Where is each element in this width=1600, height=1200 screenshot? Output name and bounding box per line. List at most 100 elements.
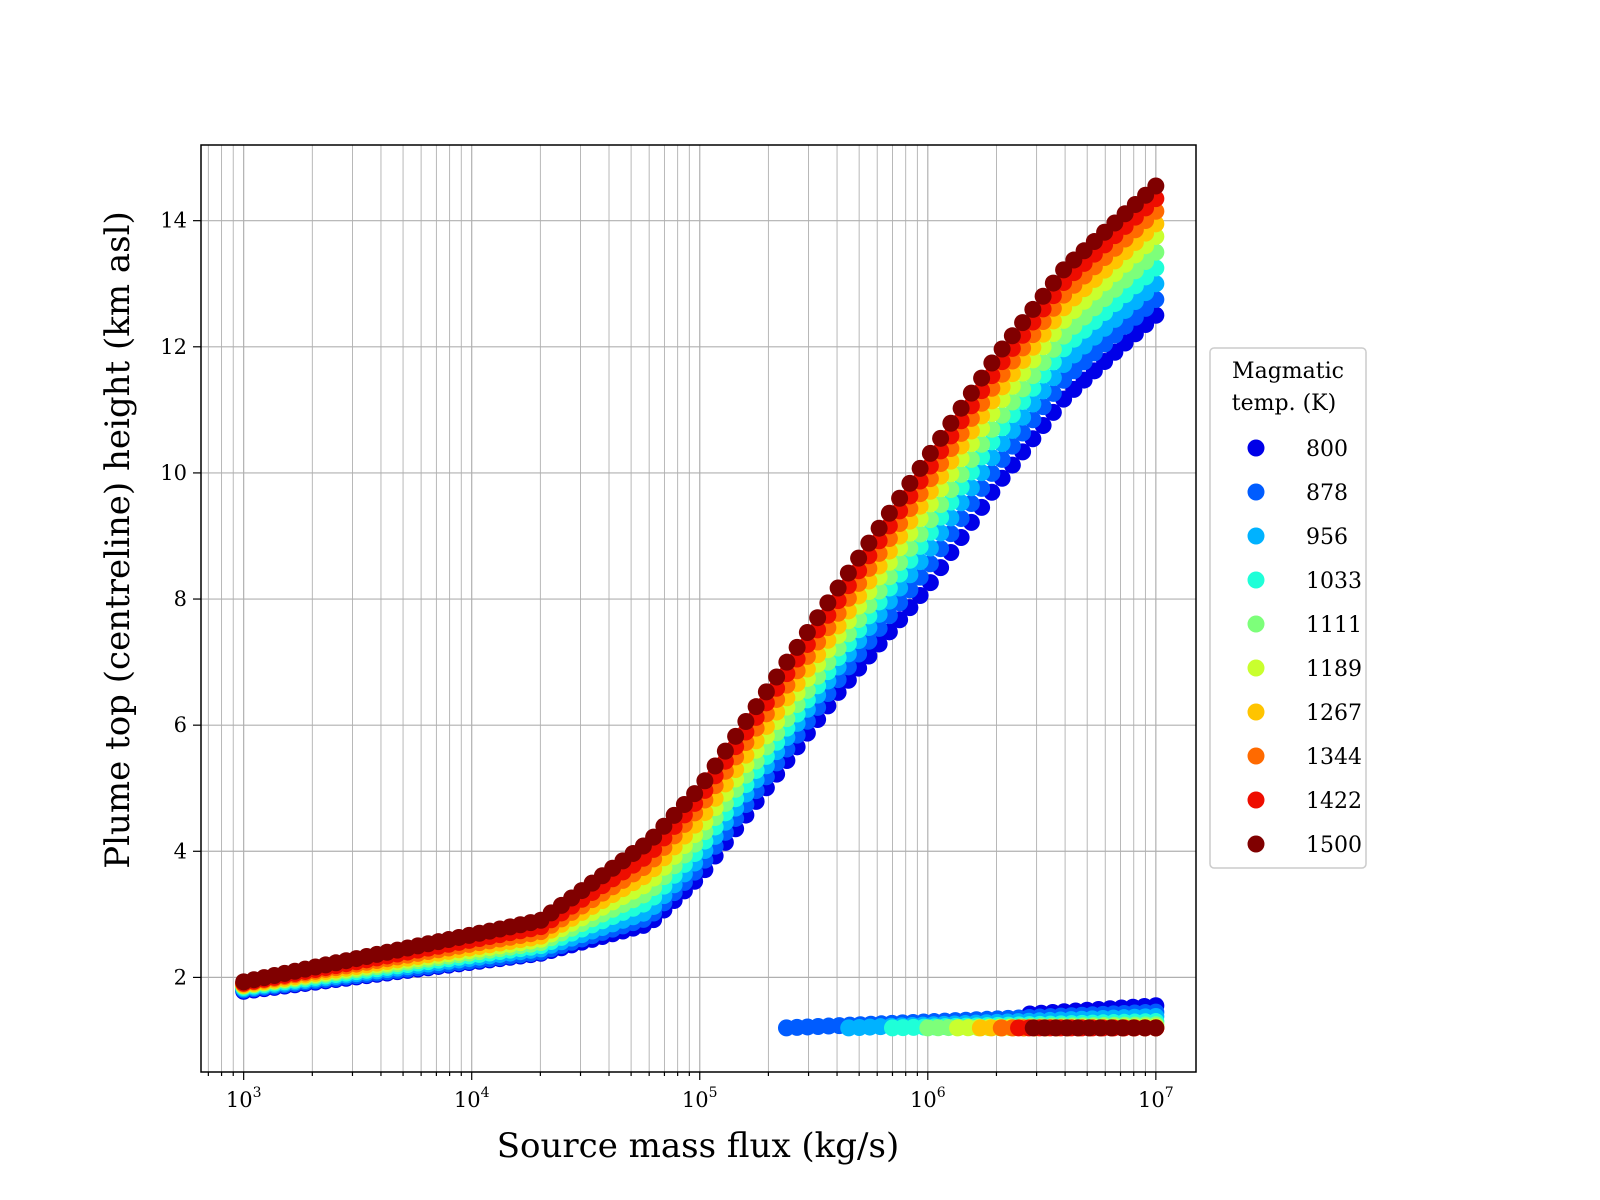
data-point-lower-branch	[1147, 1019, 1165, 1037]
legend-entry-1267: 1267	[1247, 701, 1362, 726]
data-point	[675, 796, 693, 814]
legend-marker	[1247, 615, 1265, 633]
legend-marker	[1247, 483, 1265, 501]
data-point	[1034, 287, 1052, 305]
data-point	[696, 772, 714, 790]
legend-label: 878	[1306, 481, 1348, 506]
x-tick-base: 10	[1138, 1088, 1165, 1112]
data-point	[1147, 177, 1165, 195]
legend-entry-800: 800	[1247, 437, 1348, 462]
legend-entry-1111: 1111	[1247, 613, 1362, 638]
plot-frame	[200, 144, 1197, 1073]
y-tick-label: 6	[174, 713, 187, 737]
data-point	[768, 668, 786, 686]
y-axis-title: Plume top (centreline) height (km asl)	[98, 211, 138, 869]
x-tick-exponent: 7	[1165, 1085, 1174, 1101]
data-point	[911, 459, 929, 477]
legend-entry-1422: 1422	[1247, 789, 1362, 814]
legend-label: 1500	[1306, 833, 1362, 858]
legend-marker	[1247, 527, 1265, 545]
x-tick-label: 104	[454, 1085, 490, 1112]
data-point	[942, 414, 960, 432]
x-tick-label: 106	[910, 1085, 946, 1112]
x-axis-title: Source mass flux (kg/s)	[497, 1126, 899, 1166]
data-point	[829, 579, 847, 597]
data-point	[850, 549, 868, 567]
legend-marker	[1247, 791, 1265, 809]
data-point	[932, 429, 950, 447]
x-tick-base: 10	[226, 1088, 253, 1112]
scatter-points	[235, 177, 1165, 1037]
data-point	[1024, 300, 1042, 318]
legend-label: 1033	[1306, 569, 1362, 594]
data-point	[993, 340, 1011, 358]
data-point	[880, 504, 898, 522]
data-point	[716, 742, 734, 760]
legend-label: 800	[1306, 437, 1348, 462]
data-point	[727, 727, 745, 745]
data-point	[901, 474, 919, 492]
legend-marker	[1247, 571, 1265, 589]
data-point	[973, 369, 991, 387]
y-tick-label: 8	[174, 587, 187, 611]
data-point	[798, 624, 816, 642]
data-point	[747, 698, 765, 716]
legend-marker	[1247, 835, 1265, 853]
legend-entry-1344: 1344	[1247, 745, 1362, 770]
legend-entry-956: 956	[1247, 525, 1348, 550]
legend-entries: 800 878 956 1033 1111 1189 1267 1344 1422 1500	[1247, 437, 1362, 858]
legend-label: 1189	[1306, 657, 1362, 682]
data-point	[686, 785, 704, 803]
grid	[201, 145, 1196, 1072]
x-tick-exponent: 3	[253, 1085, 262, 1101]
legend-label: 956	[1306, 525, 1348, 550]
data-point	[706, 757, 724, 775]
legend-marker	[1247, 703, 1265, 721]
data-point	[962, 384, 980, 402]
data-point	[1003, 327, 1021, 345]
legend-label: 1267	[1306, 701, 1362, 726]
data-point	[809, 609, 827, 627]
x-tick-exponent: 6	[937, 1085, 946, 1101]
legend-title-line-2: temp. (K)	[1232, 391, 1336, 416]
legend-marker	[1247, 659, 1265, 677]
data-point	[870, 519, 888, 537]
legend-title-line-1: Magmatic	[1232, 359, 1344, 384]
x-tick-label: 105	[682, 1085, 718, 1112]
data-point	[921, 444, 939, 462]
x-tick-base: 10	[682, 1088, 709, 1112]
y-tick-label: 2	[174, 965, 187, 989]
legend-entry-1033: 1033	[1247, 569, 1362, 594]
x-tick-label: 103	[226, 1085, 262, 1112]
legend: Magmatic temp. (K) 800 878 956 1033 1111 1189…	[1209, 347, 1367, 869]
y-tick-label: 14	[160, 209, 187, 233]
legend-entry-878: 878	[1247, 481, 1348, 506]
legend-marker	[1247, 439, 1265, 457]
legend-entry-1189: 1189	[1247, 657, 1362, 682]
legend-label: 1111	[1306, 613, 1362, 638]
legend-label: 1422	[1306, 789, 1362, 814]
legend-marker	[1247, 747, 1265, 765]
data-point	[860, 534, 878, 552]
data-point	[891, 489, 909, 507]
y-tick-label: 12	[160, 335, 187, 359]
data-point	[665, 806, 683, 824]
legend-label: 1344	[1306, 745, 1362, 770]
x-tick-base: 10	[454, 1088, 481, 1112]
data-point	[778, 653, 796, 671]
legend-box	[1209, 347, 1367, 869]
legend-entry-1500: 1500	[1247, 833, 1362, 858]
data-point	[737, 712, 755, 730]
data-point	[788, 638, 806, 656]
data-point	[983, 354, 1001, 372]
y-tick-label: 10	[160, 461, 187, 485]
x-tick-exponent: 5	[709, 1085, 718, 1101]
data-point	[757, 683, 775, 701]
data-point	[1014, 314, 1032, 332]
data-point	[839, 564, 857, 582]
data-point	[952, 399, 970, 417]
x-tick-label: 107	[1138, 1085, 1174, 1112]
data-point	[819, 594, 837, 612]
